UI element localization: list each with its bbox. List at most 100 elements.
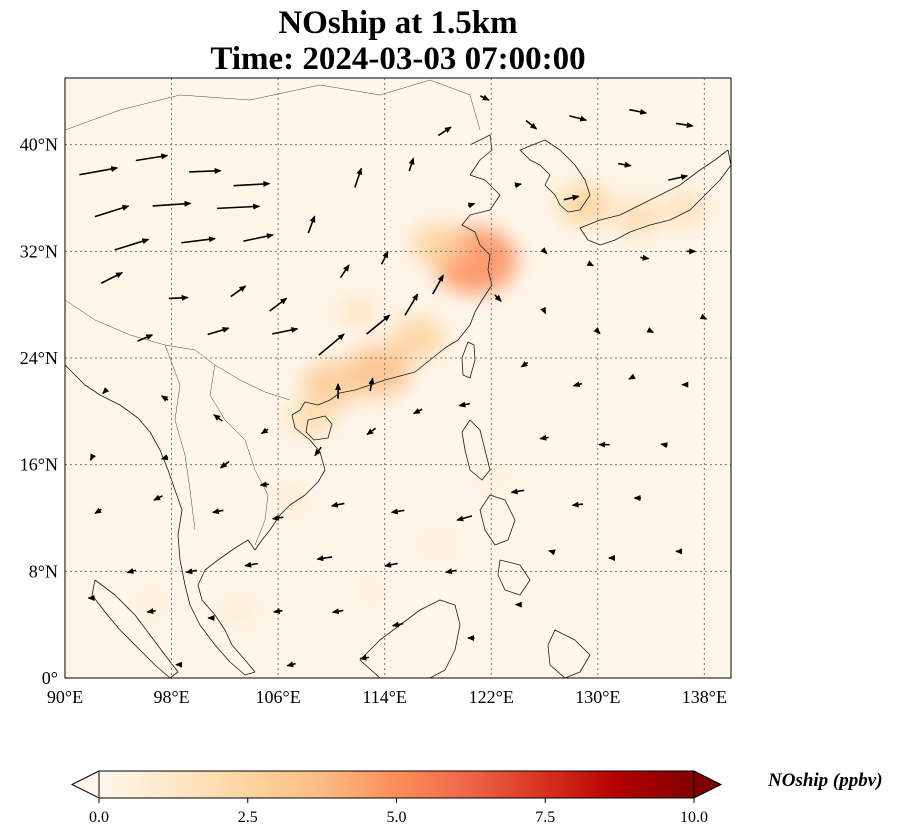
colorbar-extend-low xyxy=(70,770,100,799)
wind-arrow xyxy=(668,174,689,181)
wind-arrow xyxy=(137,334,154,342)
wind-arrow xyxy=(572,381,583,388)
map-frame xyxy=(64,77,732,679)
coastline-hainan xyxy=(305,415,333,441)
coastline-philippines xyxy=(461,419,531,596)
colorbar-label: NOship (ppbv) xyxy=(768,770,883,791)
wind-arrow xyxy=(699,313,708,320)
wind-arrow xyxy=(189,167,222,174)
concentration-hotspot xyxy=(337,294,380,329)
concentration-hotspot xyxy=(301,360,362,409)
concentration-hotspot xyxy=(273,483,310,513)
wind-arrow xyxy=(230,285,247,298)
wind-arrow xyxy=(646,327,655,334)
wind-arrow xyxy=(540,247,548,255)
wind-arrow xyxy=(456,515,473,522)
wind-arrow xyxy=(675,122,694,129)
wind-arrow xyxy=(437,126,452,137)
longitude-tick-label: 122°E xyxy=(469,687,514,707)
coastline-sulawesi xyxy=(547,629,591,678)
concentration-hotspot xyxy=(287,398,336,438)
wind-arrow xyxy=(458,401,471,408)
wind-arrow xyxy=(571,501,584,508)
wind-arrow xyxy=(160,454,169,460)
wind-arrow xyxy=(365,314,391,335)
wind-arrow xyxy=(569,115,588,122)
country-borders xyxy=(65,79,481,546)
wind-arrow xyxy=(629,108,648,115)
latitude-tick-label: 32°N xyxy=(20,241,58,261)
concentration-hotspot xyxy=(220,596,257,626)
border-indochina xyxy=(209,364,269,546)
wind-arrow xyxy=(269,297,288,312)
gridlines xyxy=(65,78,731,678)
latitude-tick-label: 24°N xyxy=(20,348,58,368)
wind-arrow xyxy=(260,427,269,435)
wind-arrow xyxy=(390,508,405,515)
wind-arrow xyxy=(593,327,601,335)
colorbar-tick-label: 0.0 xyxy=(89,809,109,826)
concentration-field xyxy=(134,183,708,626)
map-title-line-1: NOship at 1.5km xyxy=(278,5,518,41)
wind-arrow xyxy=(100,272,124,284)
wind-arrow xyxy=(586,260,595,267)
longitude-tick-label: 98°E xyxy=(153,687,189,707)
wind-vectors xyxy=(79,94,708,668)
wind-arrow xyxy=(181,236,216,244)
wind-arrow xyxy=(514,182,523,189)
longitude-tick-label: 106°E xyxy=(256,687,301,707)
colorbar-body xyxy=(98,770,695,799)
wind-arrow xyxy=(467,202,476,209)
concentration-hotspot xyxy=(613,198,662,238)
wind-arrow xyxy=(563,194,580,201)
wind-arrow xyxy=(243,233,274,242)
wind-arrow xyxy=(366,427,377,436)
coastline-borneo xyxy=(359,599,461,678)
wind-arrow xyxy=(318,333,345,356)
wind-arrow xyxy=(339,264,350,279)
wind-arrow xyxy=(307,215,316,234)
wind-arrow xyxy=(354,167,363,188)
coastline-japan xyxy=(579,149,731,246)
wind-arrow xyxy=(259,481,270,488)
wind-arrow xyxy=(94,507,102,515)
wind-arrow xyxy=(404,293,419,316)
wind-arrow xyxy=(359,654,370,661)
wind-arrow xyxy=(146,608,156,615)
longitude-tick-label: 90°E xyxy=(47,687,83,707)
wind-arrow xyxy=(244,561,258,568)
wind-arrow xyxy=(272,608,283,615)
longitude-tick-label: 138°E xyxy=(682,687,727,707)
wind-arrow xyxy=(445,568,457,575)
wind-arrow xyxy=(480,94,490,101)
border-himalaya xyxy=(65,299,291,401)
wind-arrow xyxy=(384,561,398,568)
wind-arrow xyxy=(640,254,650,261)
longitude-ticks: 90°E 98°E 106°E 114°E 122°E 130°E 138°E xyxy=(47,687,727,707)
coastline-sumatra xyxy=(91,579,179,678)
wind-arrow xyxy=(408,157,415,172)
wind-arrow xyxy=(219,460,230,469)
colorbar-tick-label: 5.0 xyxy=(387,809,407,826)
map-title-line-2: Time: 2024-03-03 07:00:00 xyxy=(210,41,586,77)
wind-arrow xyxy=(316,555,333,562)
wind-arrow xyxy=(126,568,136,574)
wind-arrow xyxy=(94,205,130,218)
wind-arrow xyxy=(160,395,169,402)
wind-arrow xyxy=(135,153,169,162)
latitude-ticks: 0° 8°N 16°N 24°N 32°N 40°N xyxy=(20,135,58,688)
concentration-hotspot xyxy=(661,190,708,227)
wind-arrow xyxy=(548,549,556,556)
wind-arrow xyxy=(660,442,668,449)
wind-arrow xyxy=(368,377,375,392)
border-myanmar-thai xyxy=(164,344,196,531)
colorbar-tick-label: 10.0 xyxy=(680,809,708,826)
colorbar: 0.0 2.5 5.0 7.5 10.0 xyxy=(70,770,723,826)
wind-arrow xyxy=(168,294,189,301)
latitude-tick-label: 8°N xyxy=(29,561,58,581)
wind-arrow xyxy=(540,306,547,315)
coastline-east-asia xyxy=(254,134,501,551)
wind-arrow xyxy=(102,387,110,395)
wind-arrow xyxy=(330,501,345,508)
